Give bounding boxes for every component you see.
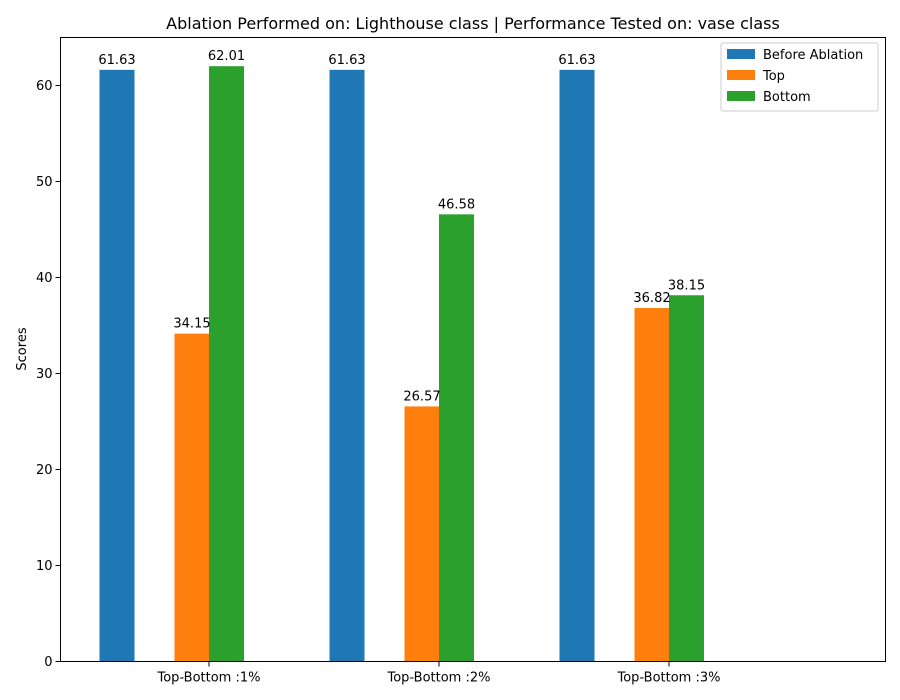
bar-top-1 [174,333,210,662]
legend-swatch-bottom [727,91,755,101]
legend-swatch-top [727,70,755,80]
bar-before-ablation-1 [99,69,135,662]
data-label-before-ablation-3: 61.63 [558,53,595,68]
x-tick-label: Top-Bottom :1% [157,671,261,686]
y-axis-label: Scores [15,327,30,370]
y-tick-label: 40 [36,271,53,286]
bar-before-ablation-2 [329,69,365,662]
data-label-top-2: 26.57 [403,389,440,404]
x-axis: Top-Bottom :1% Top-Bottom :2% Top-Bottom :… [157,661,721,686]
data-label-top-3: 36.82 [633,291,670,306]
bar-bottom-3 [669,295,704,662]
data-label-top-1: 34.15 [173,317,210,332]
y-tick-label: 0 [44,655,52,670]
legend-label-bottom: Bottom [763,90,811,105]
y-tick-label: 20 [36,463,53,478]
y-axis: 0 10 20 30 40 50 60 [36,79,61,670]
legend: Before Ablation Top Bottom [720,42,879,112]
bar-bottom-1 [209,66,244,662]
y-tick-label: 50 [36,175,53,190]
y-tick-label: 30 [36,367,53,382]
legend-label-top: Top [762,69,785,84]
y-tick-label: 60 [36,79,53,94]
data-label-bottom-3: 38.15 [668,278,705,293]
data-label-bottom-1: 62.01 [208,49,245,64]
x-tick-label: Top-Bottom :3% [617,671,721,686]
legend-swatch-before-ablation [727,49,755,59]
data-labels-layer: 61.63 61.63 61.63 34.15 26.57 36.82 62.01 46.58… [98,49,705,404]
data-label-before-ablation-2: 61.63 [328,53,365,68]
plot-frame [60,37,886,662]
bar-before-ablation-3 [559,69,595,662]
bar-top-3 [634,308,670,662]
data-label-before-ablation-1: 61.63 [98,53,135,68]
bar-top-2 [404,406,440,662]
chart-title: Ablation Performed on: Lighthouse class … [166,14,780,33]
bars-layer [99,66,704,662]
bar-bottom-2 [439,214,474,662]
data-label-bottom-2: 46.58 [438,197,475,212]
y-tick-label: 10 [36,559,53,574]
legend-label-before-ablation: Before Ablation [763,48,863,63]
x-tick-label: Top-Bottom :2% [387,671,491,686]
legend-box [720,42,879,112]
